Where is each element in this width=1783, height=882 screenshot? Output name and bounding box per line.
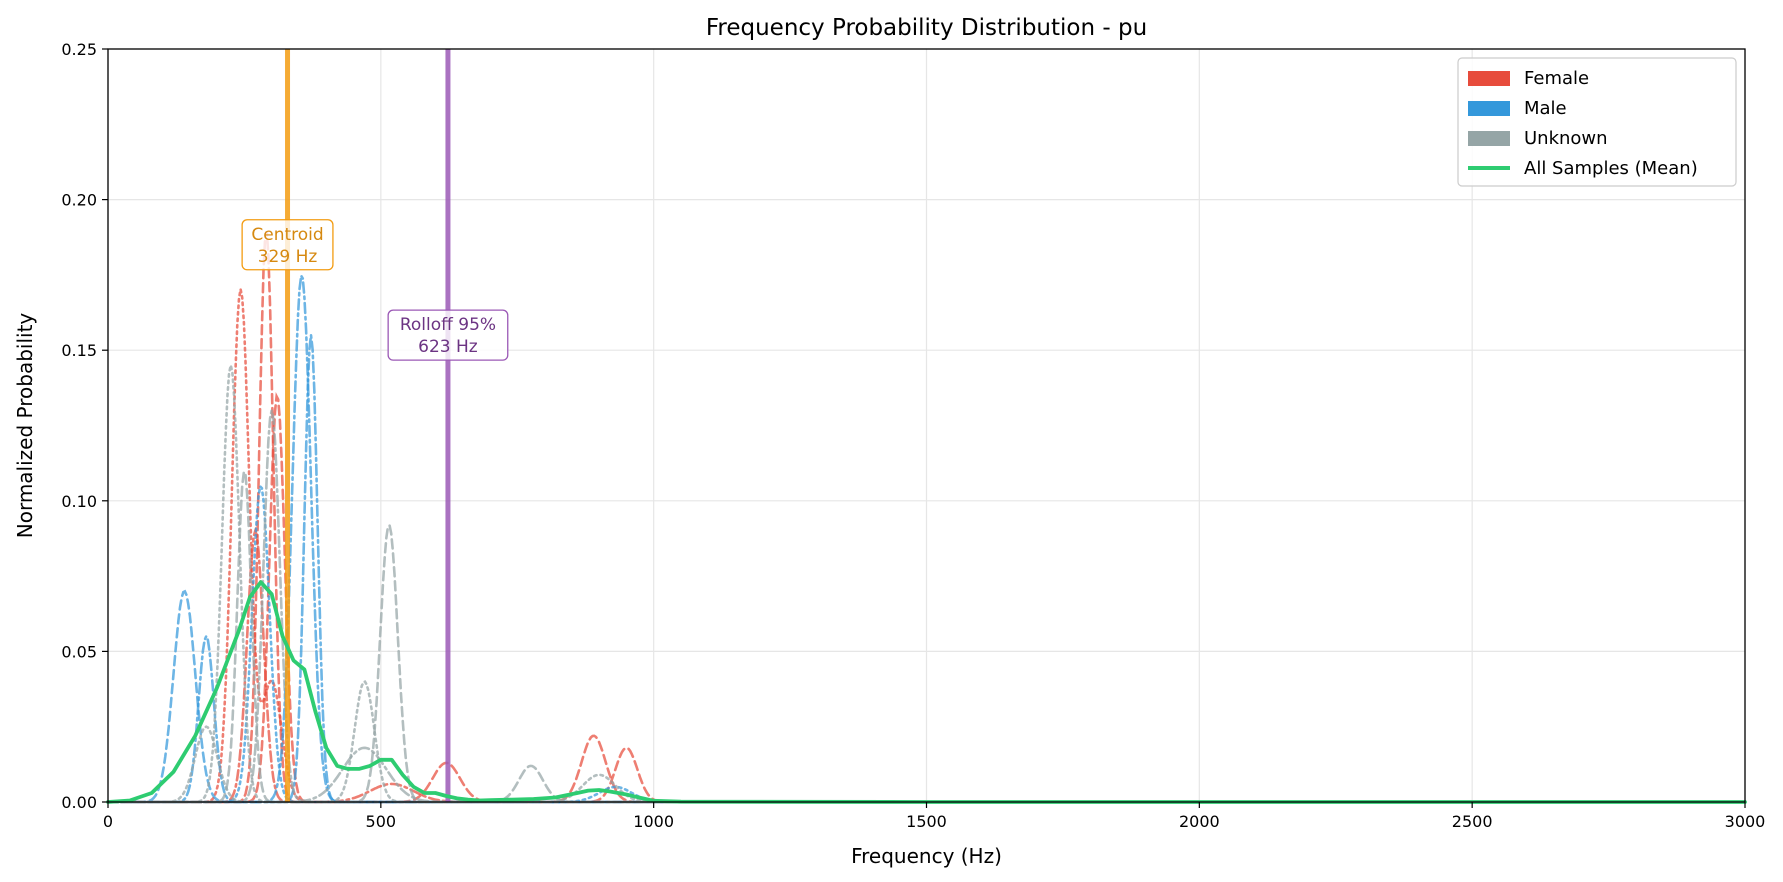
legend: Female Male Unknown All Samples (Mean) [1457, 57, 1737, 187]
legend-label: Male [1524, 98, 1567, 119]
chart-title: Frequency Probability Distribution - pu [706, 15, 1147, 41]
legend-item-all-samples-mean: All Samples (Mean) [1468, 158, 1698, 179]
marker-label-text: 329 Hz [258, 247, 318, 267]
legend-swatch [1468, 101, 1510, 116]
x-tick-label: 2000 [1179, 812, 1220, 831]
legend-frame [1457, 57, 1737, 187]
y-tick-label: 0.00 [61, 793, 97, 812]
y-tick-label: 0.25 [61, 40, 97, 59]
x-tick-label: 1500 [906, 812, 947, 831]
legend-label: Female [1524, 68, 1589, 89]
legend-label: All Samples (Mean) [1524, 158, 1698, 179]
legend-swatch [1468, 131, 1510, 146]
y-tick-label: 0.10 [61, 492, 97, 511]
x-tick-label: 500 [366, 812, 397, 831]
y-tick-label: 0.05 [61, 642, 97, 661]
rolloff-label: Rolloff 95%623 Hz [387, 309, 509, 361]
marker-label-box [387, 309, 509, 361]
x-tick-label: 0 [103, 812, 113, 831]
marker-layer [285, 49, 451, 802]
y-axis-label: Normalized Probability [13, 313, 37, 539]
y-tick-label: 0.15 [61, 341, 97, 360]
x-tick-label: 1000 [633, 812, 674, 831]
tick-layer: 0 500 1000 1500 2000 2500 3000 0.00 0.05 0.10 0.15… [61, 40, 1765, 831]
legend-label: Unknown [1524, 128, 1608, 149]
legend-item-female: Female [1468, 68, 1589, 89]
x-tick-label: 2500 [1452, 812, 1493, 831]
mean-series-layer [106, 580, 1747, 804]
legend-item-male: Male [1468, 98, 1567, 119]
marker-label-text: Centroid [251, 225, 323, 245]
x-tick-label: 3000 [1725, 812, 1766, 831]
marker-label-text: 623 Hz [418, 337, 478, 357]
y-tick-label: 0.20 [61, 191, 97, 210]
marker-label-text: Rolloff 95% [400, 315, 496, 335]
legend-swatch [1468, 71, 1510, 86]
x-axis-label: Frequency (Hz) [851, 844, 1002, 868]
legend-item-unknown: Unknown [1468, 128, 1608, 149]
marker-label-box [241, 219, 334, 271]
mean-series-line [106, 580, 1747, 804]
